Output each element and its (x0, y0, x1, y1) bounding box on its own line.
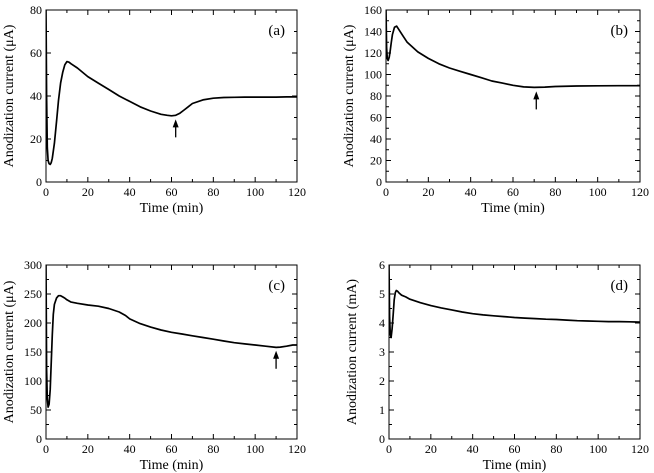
panel-label-a: (a) (268, 23, 285, 39)
x-tick-label-d: 120 (631, 442, 649, 456)
y-tick-label-b: 0 (376, 175, 382, 189)
x-tick-label-c: 20 (82, 442, 94, 456)
x-tick-label-c: 40 (124, 442, 136, 456)
x-axis-label-d: Time (min) (483, 458, 547, 473)
y-tick-label-a: 40 (30, 89, 42, 103)
y-tick-label-b: 100 (364, 68, 382, 82)
panel-b: 0 20 40 60 80 100 120 0 20 40 60 80 100 120 140 160 Time… (342, 3, 649, 216)
x-tick-label-d: 100 (589, 442, 607, 456)
y-tick-label-d: 6 (379, 258, 385, 272)
y-tick-label-d: 0 (379, 432, 385, 446)
x-tick-label-d: 80 (550, 442, 562, 456)
x-tick-label-a: 60 (166, 185, 178, 199)
y-tick-label-b: 140 (364, 25, 382, 39)
x-tick-label-c: 60 (166, 442, 178, 456)
x-tick-label-b: 60 (507, 185, 519, 199)
x-axis-label-c: Time (min) (140, 458, 204, 473)
plot-frame-b (385, 9, 641, 183)
y-axis-label-c: Anodization current (μA) (2, 280, 17, 423)
x-tick-label-d: 40 (467, 442, 479, 456)
y-tick-label-b: 60 (370, 111, 382, 125)
y-tick-label-b: 80 (370, 89, 382, 103)
x-tick-label-b: 80 (549, 185, 561, 199)
x-tick-label-d: 20 (425, 442, 437, 456)
x-tick-label-a: 100 (246, 185, 264, 199)
y-tick-label-c: 250 (24, 287, 42, 301)
y-tick-label-a: 0 (36, 175, 42, 189)
series-line-a-0 (46, 10, 297, 166)
arrow-head-a (172, 119, 179, 128)
panel-d: 0 20 40 60 80 100 120 0 1 2 3 4 5 6 Time (min) Anodizat… (345, 258, 649, 473)
y-tick-label-c: 150 (24, 345, 42, 359)
series-line-b-0 (386, 10, 640, 89)
y-axis-label-b: Anodization current (μA) (342, 24, 357, 167)
y-tick-label-c: 50 (30, 403, 42, 417)
y-tick-label-b: 20 (370, 154, 382, 168)
y-axis-label-d: Anodization current (mA) (345, 279, 360, 426)
x-tick-label-d: 60 (509, 442, 521, 456)
arrow-head-c (273, 350, 280, 359)
plot-frame-a (45, 9, 298, 183)
x-axis-label-b: Time (min) (481, 201, 545, 216)
x-tick-label-b: 0 (383, 185, 389, 199)
x-tick-label-a: 20 (82, 185, 94, 199)
y-tick-label-b: 40 (370, 132, 382, 146)
y-tick-label-c: 100 (24, 374, 42, 388)
panel-label-b: (b) (611, 23, 629, 39)
y-tick-label-c: 300 (24, 258, 42, 272)
y-tick-label-a: 60 (30, 46, 42, 60)
x-tick-label-c: 80 (207, 442, 219, 456)
plot-frame-d (388, 264, 641, 440)
arrow-head-b (533, 91, 540, 100)
x-tick-label-a: 120 (288, 185, 306, 199)
x-tick-label-b: 40 (465, 185, 477, 199)
x-tick-label-a: 40 (124, 185, 136, 199)
y-tick-label-d: 3 (379, 345, 385, 359)
x-tick-label-c: 100 (246, 442, 264, 456)
y-tick-label-d: 2 (379, 374, 385, 388)
series-line-d-0 (389, 265, 640, 339)
y-tick-label-a: 20 (30, 132, 42, 146)
series-line-c-0 (46, 265, 297, 408)
x-tick-label-c: 0 (43, 442, 49, 456)
x-tick-label-c: 120 (288, 442, 306, 456)
panel-label-d: (d) (611, 278, 629, 294)
x-tick-label-a: 80 (207, 185, 219, 199)
y-tick-label-d: 4 (379, 316, 385, 330)
x-axis-label-a: Time (min) (140, 201, 204, 216)
x-tick-label-b: 100 (589, 185, 607, 199)
y-tick-label-b: 120 (364, 46, 382, 60)
y-tick-label-c: 200 (24, 316, 42, 330)
plot-frame-c (45, 264, 298, 440)
x-tick-label-b: 120 (631, 185, 649, 199)
x-tick-label-b: 20 (422, 185, 434, 199)
y-tick-label-d: 5 (379, 287, 385, 301)
y-tick-label-d: 1 (379, 403, 385, 417)
y-axis-label-a: Anodization current (μA) (2, 24, 17, 167)
panel-c: 0 20 40 60 80 100 120 0 50 100 150 200 250 300 Time (m… (2, 258, 306, 473)
y-tick-label-c: 0 (36, 432, 42, 446)
y-tick-label-b: 160 (364, 3, 382, 17)
x-tick-label-a: 0 (43, 185, 49, 199)
x-tick-label-d: 0 (386, 442, 392, 456)
panel-label-c: (c) (268, 278, 285, 294)
y-tick-label-a: 80 (30, 3, 42, 17)
